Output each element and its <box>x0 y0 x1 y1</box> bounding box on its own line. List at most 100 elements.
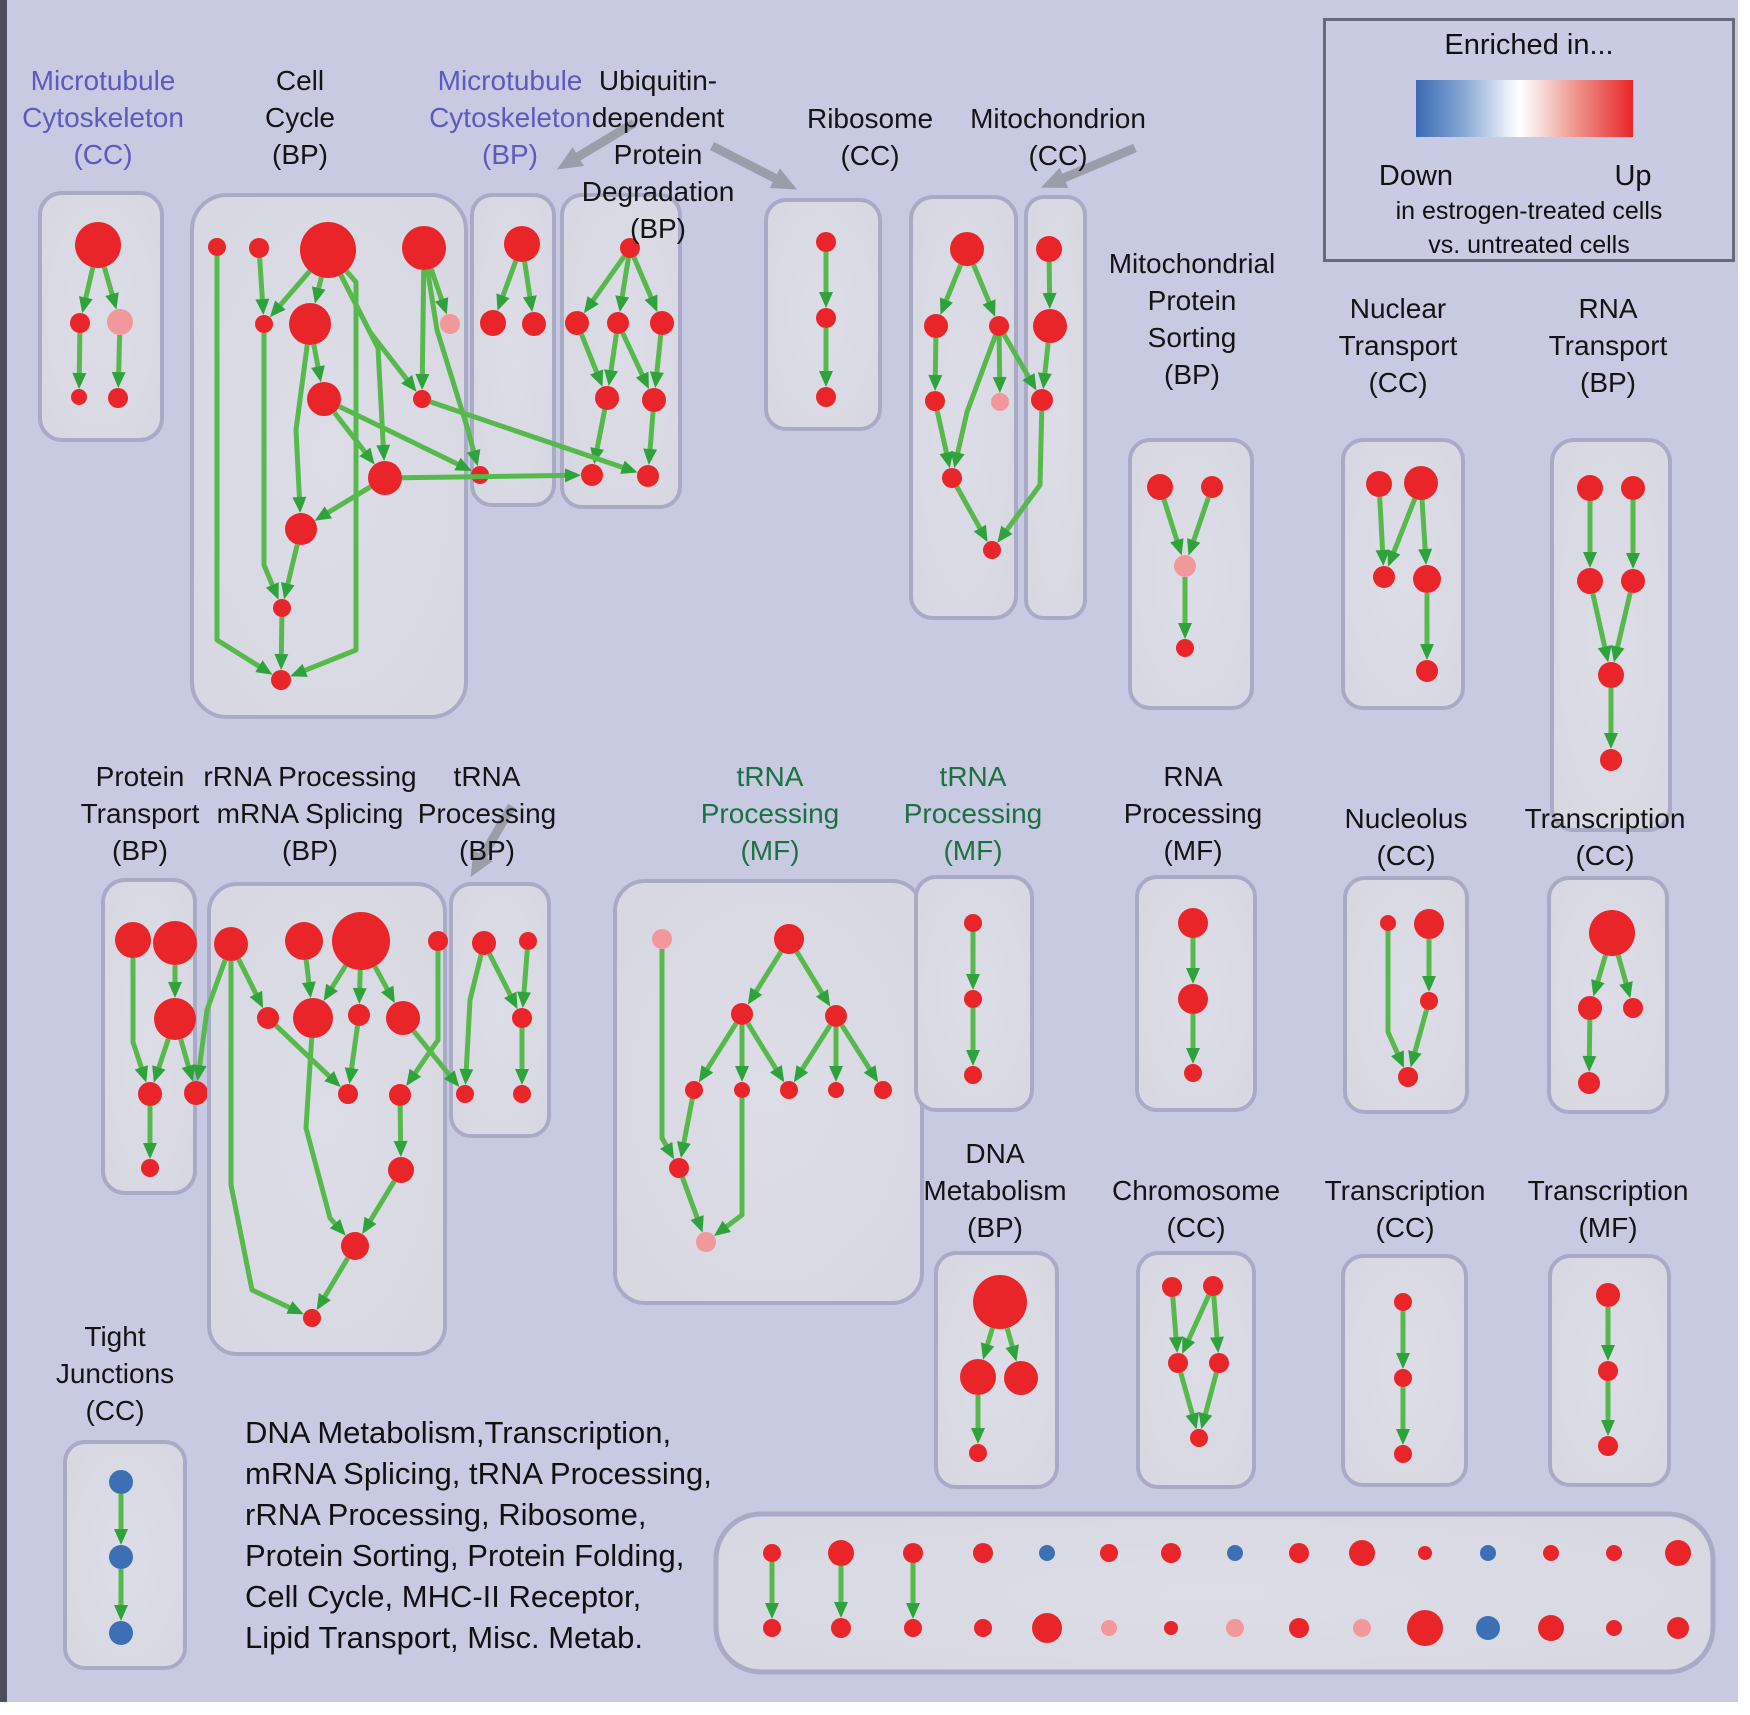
go-term-node <box>504 226 540 262</box>
go-term-node <box>925 391 945 411</box>
edge-arrow <box>338 404 472 472</box>
go-term-node <box>513 1085 531 1103</box>
go-term-node <box>293 998 333 1038</box>
go-term-node <box>1543 1545 1559 1561</box>
go-term-node <box>522 312 546 336</box>
edge-arrow <box>323 964 348 1002</box>
go-term-node <box>1174 555 1196 577</box>
go-term-node <box>1596 1283 1620 1307</box>
go-term-node <box>1161 1543 1181 1563</box>
go-term-node <box>1373 566 1395 588</box>
go-term-node <box>620 238 640 258</box>
group-label-transcription-cc2: Transcription (CC) <box>1324 1175 1486 1243</box>
group-label-rna-proc-mf: RNA Processing (MF) <box>1123 761 1263 866</box>
go-term-node <box>1164 1621 1178 1635</box>
go-term-node <box>1380 915 1396 931</box>
go-term-node <box>115 922 151 958</box>
go-term-node <box>989 316 1009 336</box>
legend-gradient-bar <box>1416 80 1633 137</box>
go-term-node <box>1349 1540 1375 1566</box>
group-box-mt-cc <box>38 191 164 442</box>
group-label-ubiq: Ubiquitin- dependent Protein Degradation… <box>581 65 735 244</box>
go-term-node <box>1201 476 1223 498</box>
edge-arrow <box>316 1256 350 1311</box>
edge-arrow <box>496 260 519 311</box>
go-term-node <box>456 1085 474 1103</box>
edge-arrow <box>1385 931 1404 1068</box>
edge-arrow <box>303 1037 346 1236</box>
edge-arrow <box>745 1022 785 1083</box>
label-pointer-arrow <box>1040 143 1137 189</box>
go-term-node <box>1621 569 1645 593</box>
legend-title: Enriched in... <box>1444 29 1614 61</box>
edge-arrow <box>747 950 784 1005</box>
edge-arrow <box>939 263 963 315</box>
go-term-node <box>1394 1293 1412 1311</box>
edge-arrow <box>517 949 531 1009</box>
go-term-node <box>413 390 431 408</box>
edge-arrow <box>1187 496 1211 556</box>
group-box-transcription-cc1 <box>1547 876 1669 1114</box>
edge-arrow <box>1591 954 1608 997</box>
edge-arrow <box>698 1021 739 1083</box>
edge-arrow <box>290 269 359 677</box>
go-term-node <box>512 1008 532 1028</box>
go-term-node <box>607 312 629 334</box>
go-term-node <box>109 1621 133 1645</box>
go-term-node <box>368 461 402 495</box>
go-term-node <box>341 1232 369 1260</box>
go-term-node <box>1404 466 1438 500</box>
edge-arrow <box>152 1038 171 1083</box>
edge-arrow <box>292 344 310 514</box>
go-term-node <box>973 1543 993 1563</box>
edge-arrow <box>1590 593 1612 663</box>
go-term-node <box>1538 1615 1564 1641</box>
edge-arrow <box>631 256 658 312</box>
edge-arrow <box>424 269 481 467</box>
go-term-node <box>828 1540 854 1566</box>
go-term-node <box>581 464 603 486</box>
go-term-node <box>685 1081 703 1099</box>
go-term-node <box>1184 1064 1202 1082</box>
edge-arrow <box>579 333 604 387</box>
go-term-node <box>519 932 537 950</box>
go-term-node <box>1578 1072 1600 1094</box>
go-term-node <box>1598 1436 1618 1456</box>
go-term-node <box>816 232 836 252</box>
edge-arrow <box>677 1098 695 1159</box>
go-term-node <box>285 513 317 545</box>
go-term-node <box>208 238 226 256</box>
edge-arrow <box>281 543 300 600</box>
go-term-node <box>1578 996 1602 1020</box>
go-term-node <box>652 929 672 949</box>
misc-terms-box <box>713 1511 1716 1675</box>
edge-arrow <box>111 334 126 389</box>
go-term-node <box>300 222 356 278</box>
legend-up-label: Up <box>1614 160 1652 192</box>
go-term-node <box>960 1359 996 1395</box>
go-term-node <box>964 990 982 1008</box>
go-term-node <box>1147 474 1173 500</box>
go-term-node <box>1413 565 1441 593</box>
edge-arrow <box>1037 342 1052 390</box>
group-label-rrna: rRNA Processing mRNA Splicing (BP) <box>203 761 417 866</box>
group-box-mt-bp <box>470 193 556 507</box>
edge-arrow <box>311 344 325 383</box>
group-label-mito: Mitochondrion (CC) <box>970 103 1146 171</box>
go-term-node <box>348 1004 370 1026</box>
go-term-node <box>1623 998 1643 1018</box>
go-term-node <box>595 386 619 410</box>
go-term-node <box>1353 1619 1371 1637</box>
go-term-node <box>1394 1369 1412 1387</box>
go-term-node <box>285 922 323 960</box>
go-term-node <box>831 1618 851 1638</box>
edge-arrow <box>311 276 326 304</box>
go-term-node <box>1667 1617 1689 1639</box>
go-term-node <box>1004 1361 1038 1395</box>
group-label-dna-metab: DNA Metabolism (BP) <box>923 1138 1067 1243</box>
group-label-transcription-cc1: Transcription (CC) <box>1524 803 1686 871</box>
edge-arrow <box>1610 592 1633 663</box>
go-term-node <box>1100 1544 1118 1562</box>
group-label-pt: Protein Transport (BP) <box>80 761 200 866</box>
